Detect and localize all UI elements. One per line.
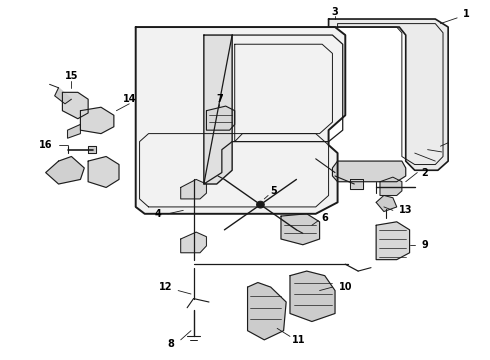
- Polygon shape: [290, 271, 335, 321]
- Polygon shape: [88, 146, 96, 153]
- Text: 16: 16: [39, 140, 52, 150]
- Polygon shape: [376, 222, 410, 260]
- Polygon shape: [136, 27, 345, 214]
- Polygon shape: [181, 232, 206, 253]
- Polygon shape: [55, 88, 72, 104]
- Polygon shape: [88, 157, 119, 188]
- Polygon shape: [68, 125, 80, 138]
- Polygon shape: [329, 19, 448, 170]
- Text: 3: 3: [332, 7, 339, 17]
- Text: 15: 15: [65, 71, 78, 81]
- Polygon shape: [332, 161, 406, 182]
- Polygon shape: [247, 283, 286, 340]
- Text: 9: 9: [421, 240, 428, 250]
- Polygon shape: [80, 107, 114, 134]
- Polygon shape: [181, 179, 206, 199]
- Polygon shape: [376, 195, 397, 212]
- Text: 7: 7: [216, 94, 222, 104]
- Polygon shape: [380, 177, 402, 195]
- Polygon shape: [62, 93, 88, 119]
- Text: 10: 10: [339, 282, 352, 292]
- Polygon shape: [350, 179, 363, 189]
- Text: 13: 13: [399, 205, 413, 215]
- Text: 5: 5: [270, 186, 277, 196]
- Text: 11: 11: [292, 335, 306, 345]
- Text: 8: 8: [167, 339, 174, 350]
- Polygon shape: [46, 157, 84, 184]
- Text: 12: 12: [159, 282, 172, 292]
- Text: 6: 6: [321, 213, 328, 224]
- Polygon shape: [204, 35, 232, 184]
- Text: 2: 2: [421, 167, 428, 177]
- Text: 1: 1: [463, 9, 469, 19]
- Text: 14: 14: [122, 94, 136, 104]
- Polygon shape: [206, 106, 235, 130]
- Circle shape: [257, 201, 264, 208]
- Polygon shape: [281, 214, 319, 245]
- Text: 4: 4: [154, 209, 161, 219]
